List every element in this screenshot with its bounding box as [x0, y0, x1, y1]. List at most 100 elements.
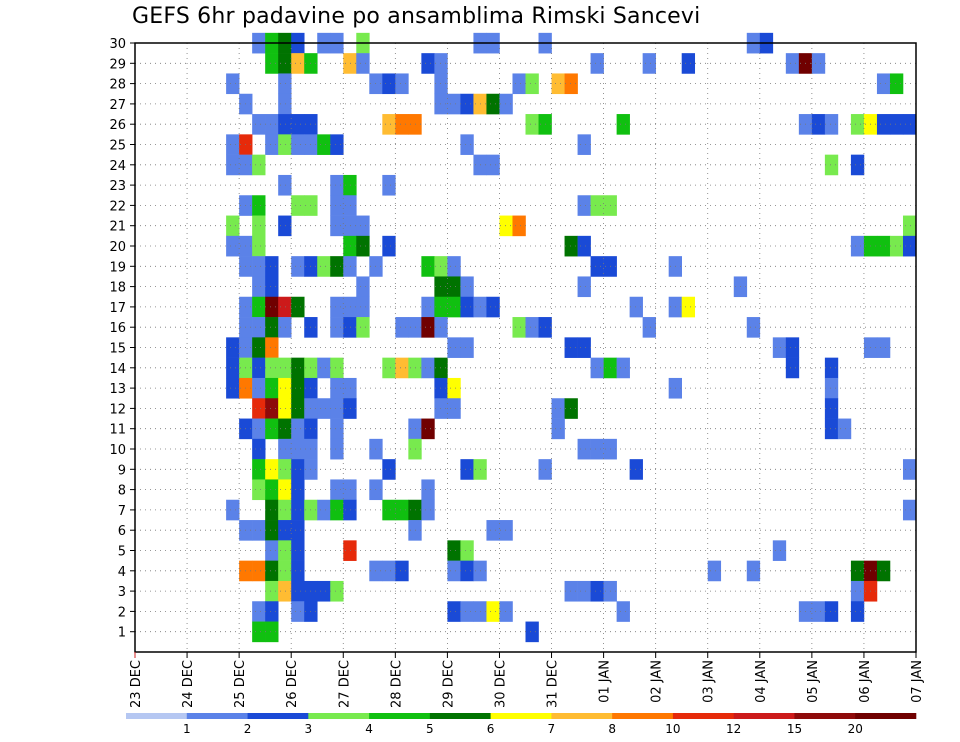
heatmap-cell — [265, 276, 279, 298]
y-tick-label: 16 — [109, 321, 126, 336]
heatmap-cell — [590, 438, 604, 460]
colorbar: 1 2 3 4 5 6 7 8 10 12 15 20 — [126, 713, 917, 736]
heatmap-cell — [460, 276, 474, 298]
heatmap-cell — [824, 377, 839, 399]
heatmap-cells — [226, 32, 917, 643]
heatmap-cell — [330, 215, 344, 237]
y-tick-label: 6 — [118, 524, 126, 539]
x-tick-label: 04 JAN — [754, 660, 769, 703]
heatmap-cell — [564, 73, 578, 95]
heatmap-cell — [434, 73, 448, 95]
heatmap-cell — [330, 317, 344, 338]
heatmap-cell — [278, 580, 292, 602]
heatmap-cell — [447, 276, 461, 298]
y-tick-label: 24 — [109, 159, 126, 174]
heatmap-cell — [291, 134, 305, 155]
heatmap-cell — [811, 601, 826, 622]
y-axis: 1234567891011121314151617181920212223242… — [109, 37, 135, 641]
heatmap-cell — [590, 53, 604, 74]
heatmap-cell — [252, 317, 266, 338]
heatmap-cell — [265, 377, 279, 399]
heatmap-cell — [889, 235, 904, 257]
y-tick-label: 27 — [109, 98, 126, 113]
heatmap-cell — [252, 337, 266, 358]
heatmap-cell — [317, 580, 331, 602]
heatmap-cell — [824, 357, 839, 379]
colorbar-label: 6 — [487, 722, 495, 736]
heatmap-cell — [252, 114, 266, 135]
heatmap-cell — [681, 53, 696, 74]
heatmap-cell — [447, 601, 461, 622]
heatmap-cell — [434, 296, 448, 318]
heatmap-cell — [265, 357, 279, 379]
heatmap-cell — [460, 93, 474, 115]
heatmap-cell — [382, 73, 396, 95]
heatmap-cell — [330, 418, 344, 440]
y-tick-label: 3 — [118, 585, 126, 600]
heatmap-cell — [499, 601, 513, 622]
heatmap-cell — [252, 418, 266, 440]
heatmap-cell — [785, 357, 800, 379]
heatmap-cell — [525, 317, 539, 338]
heatmap-cell — [278, 540, 292, 561]
heatmap-cell — [837, 418, 852, 440]
heatmap-cell — [421, 317, 435, 338]
heatmap-cell — [265, 296, 279, 318]
colorbar-segment — [247, 713, 309, 719]
y-tick-label: 15 — [109, 342, 126, 357]
heatmap-cell — [252, 256, 266, 277]
heatmap-cell — [291, 418, 305, 440]
y-tick-label: 2 — [118, 605, 126, 620]
heatmap-cell — [265, 621, 279, 643]
heatmap-cell — [317, 499, 331, 521]
colorbar-segment — [855, 713, 917, 719]
heatmap-cell — [577, 337, 591, 358]
colorbar-segment — [369, 713, 431, 719]
heatmap-cell — [460, 134, 474, 155]
heatmap-cell — [577, 235, 591, 257]
heatmap-cell — [343, 256, 357, 277]
heatmap-cell — [317, 357, 331, 379]
heatmap-cell — [252, 459, 266, 480]
heatmap-cell — [785, 53, 800, 74]
heatmap-cell — [265, 134, 279, 155]
heatmap-cell — [330, 479, 344, 501]
heatmap-cell — [707, 560, 722, 582]
heatmap-cell — [824, 601, 839, 622]
heatmap-cell — [460, 601, 474, 622]
x-tick-label: 26 DEC — [285, 660, 300, 708]
heatmap-cell — [421, 296, 435, 318]
heatmap-cell — [278, 53, 292, 74]
y-tick-label: 5 — [118, 545, 126, 560]
y-tick-label: 12 — [109, 402, 126, 417]
colorbar-segment — [429, 713, 491, 719]
heatmap-cell — [265, 580, 279, 602]
heatmap-cell — [772, 540, 787, 561]
y-tick-label: 10 — [109, 443, 126, 458]
heatmap-cell — [265, 337, 279, 358]
heatmap-cell — [226, 134, 240, 155]
heatmap-cell — [317, 398, 331, 419]
colorbar-label: 1 — [183, 722, 191, 736]
heatmap-cell — [434, 398, 448, 419]
heatmap-cell — [876, 73, 891, 95]
heatmap-cell — [291, 601, 305, 622]
heatmap-cell — [460, 540, 474, 561]
heatmap-cell — [395, 357, 409, 379]
heatmap-cell — [291, 53, 305, 74]
heatmap-cell — [382, 459, 396, 480]
heatmap-cell — [486, 154, 500, 176]
colorbar-label: 12 — [726, 722, 741, 736]
heatmap-cell — [512, 215, 526, 237]
heatmap-cell — [278, 317, 292, 338]
heatmap-cell — [447, 377, 461, 399]
y-tick-label: 19 — [109, 260, 126, 275]
heatmap-cell — [252, 438, 266, 460]
heatmap-cell — [486, 93, 500, 115]
colorbar-label: 15 — [787, 722, 802, 736]
heatmap-cell — [265, 418, 279, 440]
heatmap-cell — [265, 520, 279, 541]
heatmap-cell — [330, 438, 344, 460]
heatmap-cell — [252, 235, 266, 257]
heatmap-cell — [512, 73, 526, 95]
